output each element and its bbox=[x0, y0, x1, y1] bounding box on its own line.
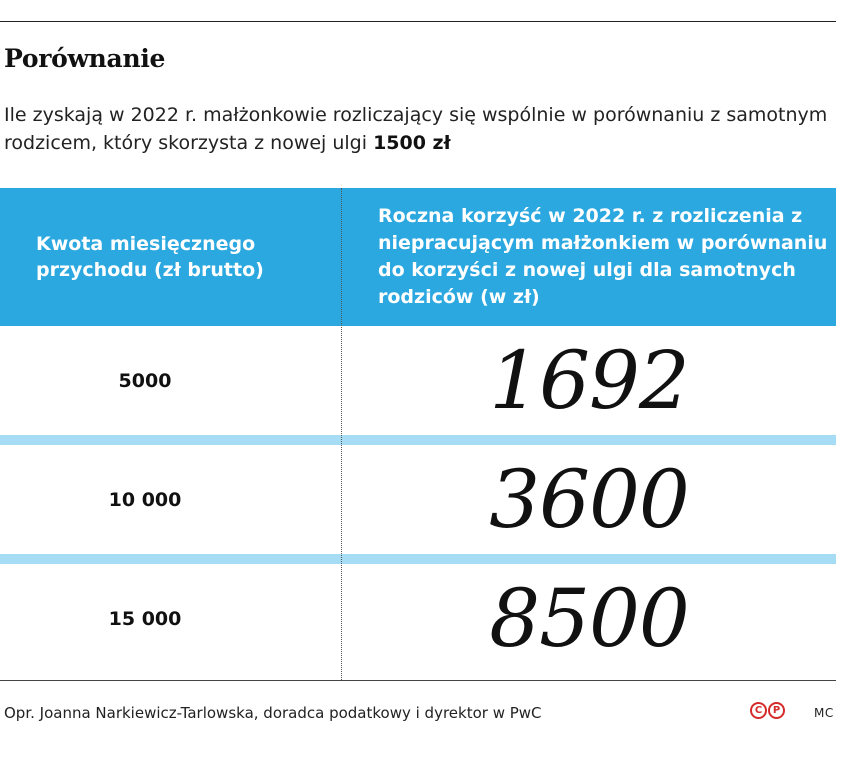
bottom-rule bbox=[0, 680, 836, 681]
subtitle: Ile zyskają w 2022 r. małżonkowie rozlic… bbox=[4, 101, 834, 157]
row-benefit: 3600 bbox=[489, 453, 690, 546]
row-income: 5000 bbox=[118, 369, 172, 392]
logo-p-icon: P bbox=[768, 702, 785, 719]
author-initials: MC bbox=[814, 706, 834, 720]
row-benefit: 1692 bbox=[489, 334, 690, 427]
row-income: 10 000 bbox=[108, 488, 182, 511]
column-divider bbox=[341, 188, 342, 680]
page-title: Porównanie bbox=[4, 44, 166, 73]
row-benefit: 8500 bbox=[489, 572, 690, 665]
table-row: 5000 1692 bbox=[0, 326, 836, 445]
table-row: 15 000 8500 bbox=[0, 564, 836, 680]
source-note: Opr. Joanna Narkiewicz-Tarlowska, doradc… bbox=[4, 704, 542, 722]
subtitle-highlight: 1500 zł bbox=[373, 132, 451, 154]
top-rule bbox=[0, 21, 836, 22]
table-row: 10 000 3600 bbox=[0, 445, 836, 564]
publisher-logo: C P bbox=[750, 702, 785, 719]
comparison-table: Kwota miesięcznego przychodu (zł brutto)… bbox=[0, 188, 836, 680]
header-income: Kwota miesięcznego przychodu (zł brutto) bbox=[0, 188, 340, 326]
subtitle-lead: Ile zyskają w 2022 r. małżonkowie rozlic… bbox=[4, 104, 828, 154]
table-header: Kwota miesięcznego przychodu (zł brutto)… bbox=[0, 188, 836, 326]
header-benefit: Roczna korzyść w 2022 r. z rozliczenia z… bbox=[342, 188, 836, 326]
logo-c-icon: C bbox=[750, 702, 767, 719]
row-income: 15 000 bbox=[108, 607, 182, 630]
header-benefit-label: Roczna korzyść w 2022 r. z rozliczenia z… bbox=[378, 205, 828, 308]
header-income-label: Kwota miesięcznego przychodu (zł brutto) bbox=[36, 233, 264, 281]
